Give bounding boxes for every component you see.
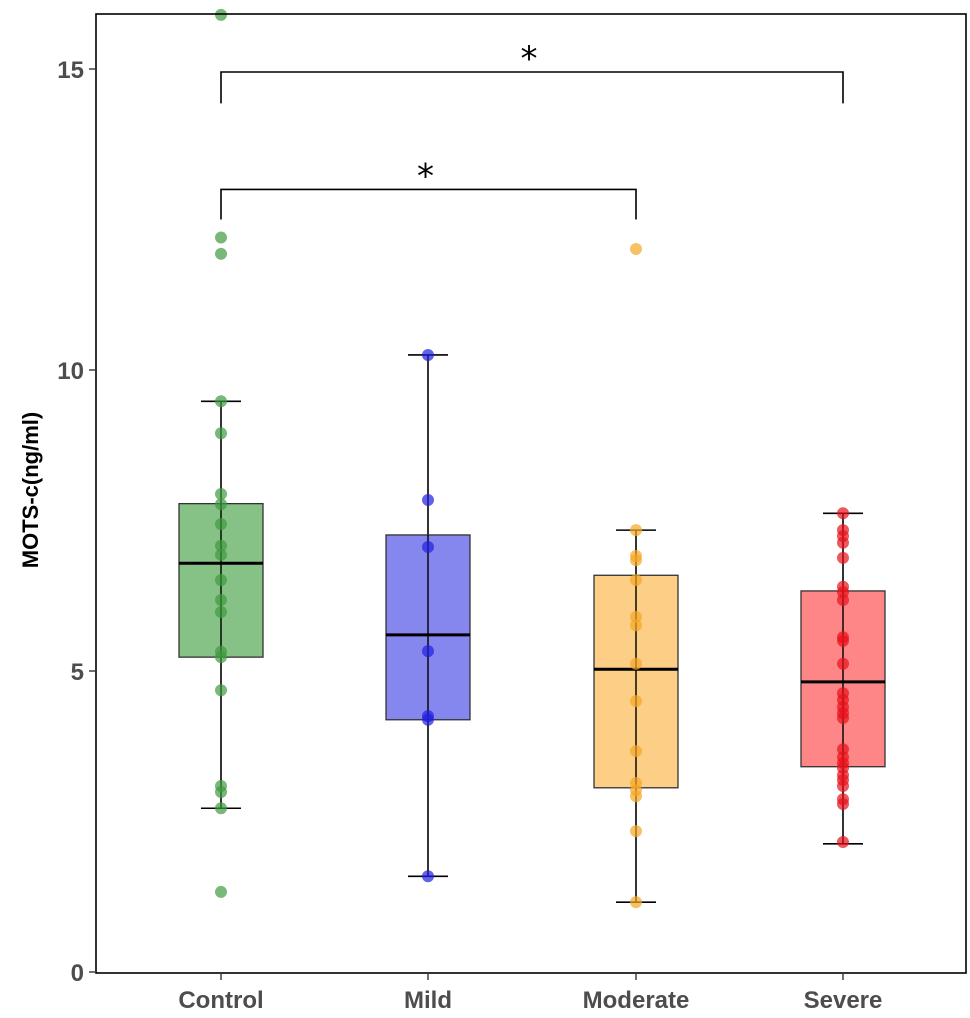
- y-tick-label: 5: [71, 659, 84, 686]
- data-point-moderate: [630, 242, 642, 255]
- data-point-control: [215, 574, 227, 587]
- data-point-severe: [837, 634, 849, 647]
- y-axis-title: MOTS-c(ng/ml): [18, 412, 43, 568]
- x-tick-label-severe: Severe: [804, 987, 883, 1014]
- data-point-control: [215, 8, 227, 21]
- x-tick-label-moderate: Moderate: [583, 987, 690, 1014]
- data-point-moderate: [630, 554, 642, 567]
- data-point-mild: [422, 713, 434, 726]
- significance-bracket-control-moderate: [220, 188, 637, 220]
- data-point-control: [215, 684, 227, 697]
- data-point-mild: [422, 540, 434, 553]
- data-point-control: [215, 427, 227, 440]
- data-point-moderate: [630, 790, 642, 803]
- data-point-moderate: [630, 825, 642, 838]
- data-point-control: [215, 539, 227, 552]
- data-point-severe: [837, 779, 849, 792]
- data-point-control: [215, 651, 227, 664]
- data-point-control: [215, 548, 227, 561]
- data-point-mild: [422, 645, 434, 658]
- data-point-moderate: [630, 610, 642, 623]
- data-point-severe: [837, 711, 849, 724]
- data-point-moderate: [630, 574, 642, 587]
- plot-panel-border: [95, 13, 967, 974]
- data-point-moderate: [630, 896, 642, 909]
- x-tick-label-control: Control: [178, 987, 263, 1014]
- significance-label: *: [521, 39, 538, 79]
- y-tick-label: 0: [71, 960, 84, 987]
- data-point-severe: [837, 551, 849, 564]
- x-axis: Control Mild Moderate Severe: [178, 973, 882, 1014]
- data-point-mild: [422, 348, 434, 361]
- y-tick-label: 15: [57, 57, 84, 84]
- data-point-moderate: [630, 619, 642, 632]
- data-point-severe: [837, 835, 849, 848]
- data-point-mild: [422, 494, 434, 507]
- data-point-severe: [837, 593, 849, 606]
- points-layer: [215, 8, 849, 909]
- boxes-layer: [178, 354, 886, 903]
- data-point-severe: [837, 536, 849, 549]
- data-point-control: [215, 488, 227, 501]
- data-point-control: [215, 231, 227, 244]
- data-point-control: [215, 885, 227, 898]
- data-point-severe: [837, 657, 849, 670]
- data-point-moderate: [630, 745, 642, 758]
- x-tick-label-mild: Mild: [404, 987, 452, 1014]
- data-point-moderate: [630, 695, 642, 708]
- data-point-control: [215, 247, 227, 260]
- data-point-control: [215, 498, 227, 511]
- data-point-severe: [837, 798, 849, 811]
- data-point-control: [215, 786, 227, 799]
- significance-bracket-control-severe: [220, 71, 844, 104]
- data-point-severe: [837, 507, 849, 520]
- data-point-moderate: [630, 524, 642, 537]
- data-point-mild: [422, 870, 434, 883]
- data-point-control: [215, 802, 227, 815]
- data-point-control: [215, 395, 227, 408]
- y-tick-label: 10: [57, 358, 84, 385]
- significance-label: *: [417, 156, 434, 196]
- y-axis: 0 5 10 15: [57, 57, 96, 987]
- data-point-moderate: [630, 657, 642, 670]
- data-point-control: [215, 606, 227, 619]
- data-point-control: [215, 518, 227, 531]
- significance-layer: **: [220, 39, 844, 220]
- data-point-control: [215, 593, 227, 606]
